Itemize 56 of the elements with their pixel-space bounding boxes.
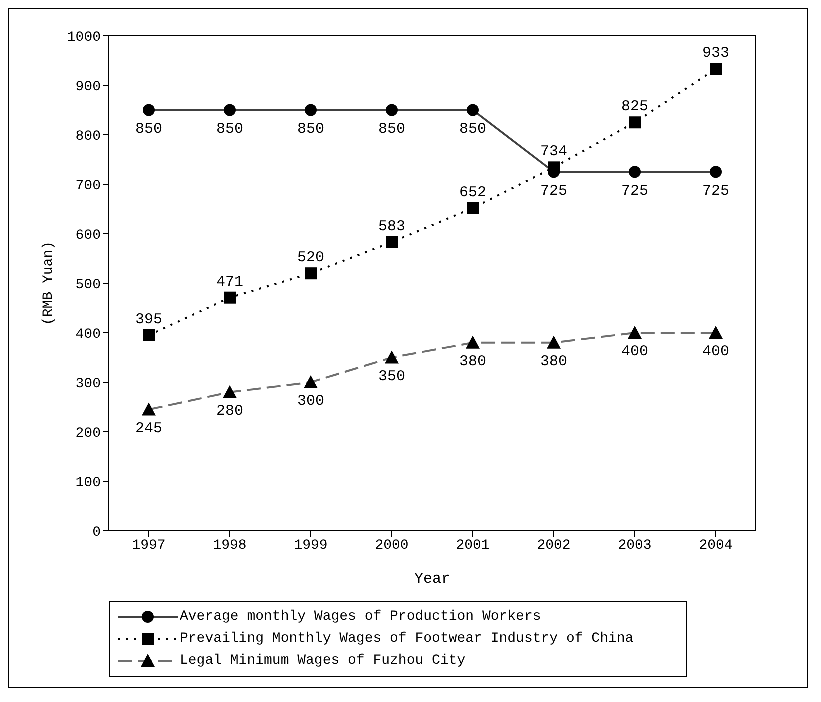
data-label: 380: [540, 354, 568, 371]
y-tick-label: 900: [76, 79, 101, 96]
point: [629, 116, 641, 129]
data-label: 850: [135, 120, 163, 138]
y-tick-label: 600: [76, 228, 101, 244]
data-label: 725: [621, 182, 649, 200]
data-label: 850: [378, 120, 406, 138]
data-label: 245: [135, 420, 163, 438]
data-label: 280: [216, 403, 244, 420]
data-label: 400: [702, 344, 730, 361]
y-tick-label: 100: [76, 475, 101, 492]
x-tick-label: 2002: [537, 538, 571, 554]
data-label: 300: [297, 393, 325, 410]
data-label: 395: [135, 311, 163, 328]
x-tick-label: 2003: [618, 538, 652, 554]
data-label: 725: [540, 182, 568, 200]
data-label: 850: [297, 120, 325, 138]
data-label: 380: [459, 354, 487, 371]
point: [143, 329, 155, 342]
data-label: 933: [702, 45, 730, 62]
y-tick-label: 1000: [67, 30, 101, 46]
x-axis-title: Year: [414, 571, 451, 588]
legend-label: Legal Minimum Wages of Fuzhou City: [180, 653, 466, 669]
y-tick-label: 700: [76, 178, 101, 194]
x-tick-label: 1997: [132, 538, 166, 554]
data-label: 400: [621, 344, 649, 361]
point: [224, 292, 236, 304]
x-tick-label: 1998: [213, 538, 247, 554]
data-label: 520: [297, 250, 325, 267]
x-tick-label: 2001: [456, 538, 490, 554]
data-label: 734: [540, 144, 568, 161]
y-tick-label: 400: [76, 326, 101, 343]
y-tick-label: 0: [92, 524, 101, 541]
data-label: 825: [621, 98, 649, 116]
y-tick-label: 300: [76, 376, 101, 392]
legend-label: Average monthly Wages of Production Workers: [180, 609, 542, 625]
x-tick-label: 2004: [699, 538, 733, 554]
data-label: 350: [378, 368, 406, 386]
point: [710, 63, 722, 76]
y-tick-label: 200: [76, 426, 101, 442]
data-label: 583: [378, 218, 406, 236]
point: [386, 236, 398, 248]
legend-label: Prevailing Monthly Wages of Footwear Industry of China: [180, 631, 634, 647]
data-label: 725: [702, 182, 730, 200]
point: [305, 268, 317, 280]
y-axis-title: (RMB Yuan): [40, 241, 57, 326]
data-label: 850: [459, 120, 487, 138]
data-label: 850: [216, 120, 244, 138]
data-label: 471: [216, 274, 244, 291]
data-label: 652: [459, 184, 487, 202]
point: [467, 202, 479, 214]
y-tick-label: 500: [76, 277, 101, 294]
x-tick-label: 1999: [294, 538, 328, 554]
x-tick-label: 2000: [375, 538, 409, 554]
point: [548, 162, 560, 174]
y-tick-label: 800: [76, 128, 101, 145]
